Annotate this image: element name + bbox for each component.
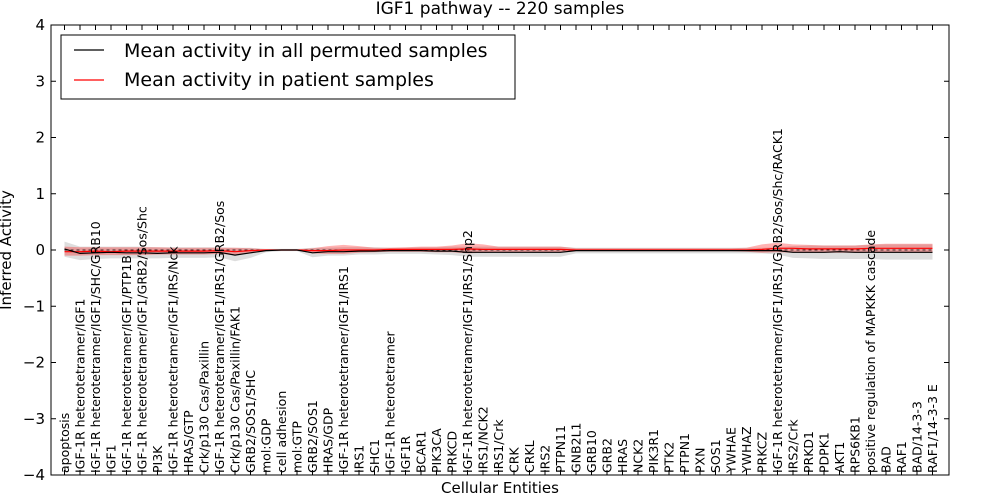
x-category-label: IGF-1R heterotetramer/IGF1/IRS1/GRB2/Sos [212,201,227,473]
x-category-label: PRKD1 [801,431,816,473]
x-category-label: RAF1/14-3-3 E [925,384,940,473]
x-category-label: PTK2 [662,442,677,473]
x-category-label: IRS2/Crk [786,419,801,473]
legend-label-patient: Mean activity in patient samples [124,69,434,91]
y-tick-label: 2 [35,129,45,147]
x-category-label: GRB2/SOS1/SHC [243,370,258,473]
x-category-label: PRKCZ [755,432,770,473]
x-category-label: RAF1 [894,441,909,473]
x-category-label: GNB2L1 [569,423,584,473]
y-tick-label: 3 [35,72,45,90]
x-category-label: apoptosis [57,413,72,473]
x-category-label: IRS1/Crk [491,419,506,473]
x-category-label: PXN [693,448,708,473]
y-tick-label: 4 [35,16,45,34]
x-category-label: cell adhesion [274,391,289,473]
x-category-label: GRB2/SOS1 [305,400,320,473]
x-category-label: mol:GDP [259,418,274,473]
x-category-label: AKT1 [832,442,847,473]
x-category-label: HRAS/GDP [321,407,336,473]
x-category-label: YWHAZ [739,426,754,474]
x-category-label: PIK3CA [429,428,444,473]
x-category-label: IGF-1R heterotetramer/IGF1/PTP1B [119,255,134,473]
x-category-label: PTPN11 [553,425,568,473]
x-axis: apoptosis IGF-1R heterotetramer/IGF1 IGF-1… [57,25,940,475]
x-category-label: GRB10 [584,430,599,473]
x-category-label: IGF-1R heterotetramer/IGF1/IRS/Nck [166,246,181,473]
x-category-label: mol:GTP [290,421,305,473]
x-category-label: PIK3R1 [646,429,661,473]
x-category-label: IGF-1R heterotetramer/IGF1/IRS1/GRB2/Sos… [770,128,785,473]
x-category-label: IGF1R [398,435,413,473]
x-category-label: IGF-1R heterotetramer [383,330,398,473]
x-category-label: IGF-1R heterotetramer/IGF1 [73,299,88,473]
y-tick-label: −3 [23,410,45,428]
x-category-label: RPS6KB1 [848,416,863,473]
x-category-label: SHC1 [367,439,382,473]
band-permuted [64,241,933,262]
x-category-label: GRB2 [600,438,615,473]
legend-label-permuted: Mean activity in all permuted samples [124,40,487,62]
x-category-label: positive regulation of MAPKKK cascade [863,230,878,473]
y-axis: −4 −3 −2 −1 0 1 2 3 4 [23,16,949,484]
x-category-label: IGF-1R heterotetramer/IGF1/IRS1/Shp2 [460,230,475,473]
legend-box [60,34,516,100]
x-category-label: YWHAE [724,427,739,474]
x-category-label: PRKCD [445,431,460,473]
series-line-patient [64,247,933,253]
y-tick-label: 1 [35,185,45,203]
x-axis-label: Cellular Entities [441,479,559,497]
x-category-label: BAD/14-3-3 [910,401,925,473]
x-category-label: IGF-1R heterotetramer/IGF1/SHC/GRB10 [88,221,103,473]
x-category-label: CRKL [522,440,537,473]
x-category-label: Crk/p130 Cas/Paxillin [197,341,212,473]
x-category-label: IGF1 [104,444,119,473]
legend: Mean activity in all permuted samples Me… [60,34,516,100]
x-category-label: IRS2 [538,445,553,473]
x-category-label: PDPK1 [817,432,832,473]
x-category-label: BCAR1 [414,431,429,473]
x-category-label: IGF-1R heterotetramer/IGF1/IRS1 [336,266,351,473]
x-category-label: PI3K [150,445,165,473]
y-tick-label: −2 [23,354,45,372]
x-category-label: PTPN1 [677,433,692,473]
x-category-label: BAD [879,446,894,473]
x-category-label: IRS1 [352,445,367,473]
y-axis-label: Inferred Activity [0,190,15,310]
series-line-permuted [64,248,933,256]
y-tick-label: −4 [23,466,45,484]
y-tick-label: −1 [23,297,45,315]
x-category-label: Crk/p130 Cas/Paxillin/FAK1 [228,306,243,473]
series-lines [64,247,933,256]
x-category-label: IGF-1R heterotetramer/IGF1/GRB2/Sos/Shc [135,206,150,473]
x-category-label: NCK2 [631,439,646,473]
x-category-label: IRS1/NCK2 [476,406,491,473]
y-tick-label: 0 [35,241,45,259]
x-category-label: HRAS/GTP [181,410,196,473]
x-category-label: SOS1 [708,439,723,473]
x-category-label: CRK [507,447,522,473]
x-category-label: HRAS [615,439,630,473]
chart-title: IGF1 pathway -- 220 samples [376,0,625,19]
